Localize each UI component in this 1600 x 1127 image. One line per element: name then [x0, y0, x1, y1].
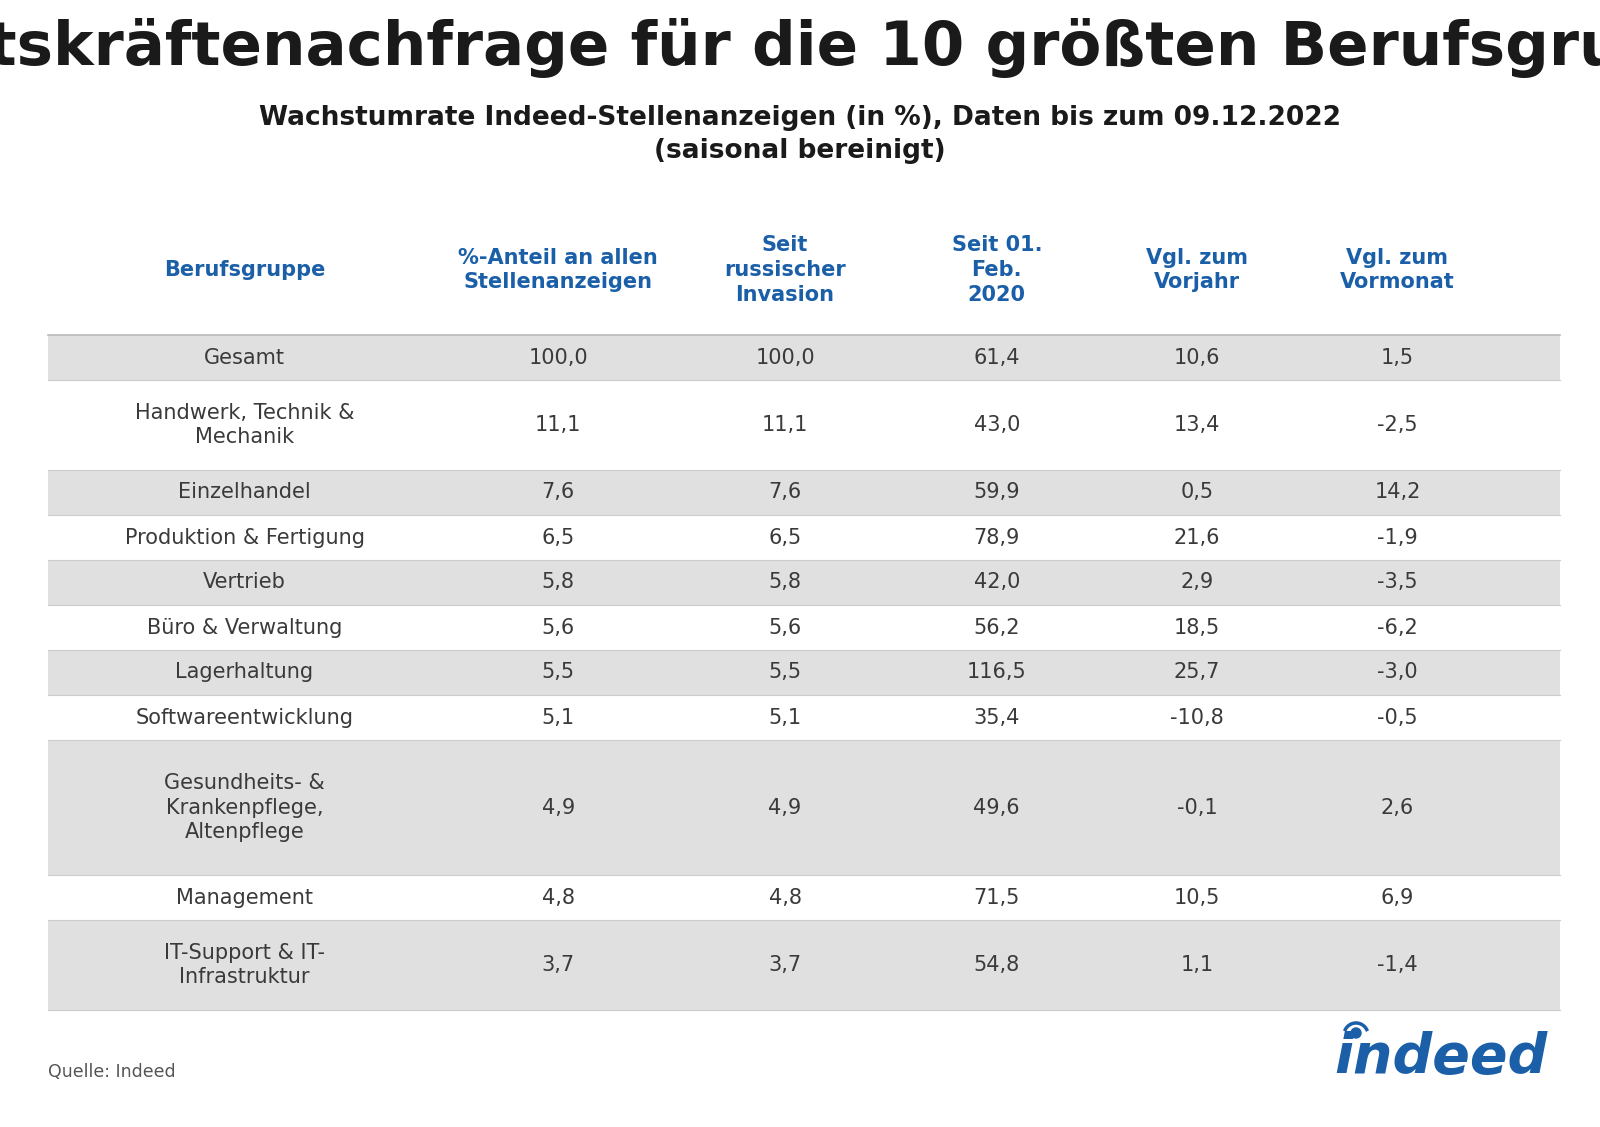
Text: Gesamt: Gesamt: [205, 347, 285, 367]
Text: 18,5: 18,5: [1174, 618, 1221, 638]
Text: 5,5: 5,5: [768, 663, 802, 683]
Text: Vgl. zum
Vorjahr: Vgl. zum Vorjahr: [1146, 248, 1248, 292]
Bar: [48, 470, 1560, 515]
Text: 5,6: 5,6: [768, 618, 802, 638]
Text: -3,5: -3,5: [1378, 573, 1418, 593]
Text: -2,5: -2,5: [1378, 415, 1418, 435]
Bar: [48, 650, 1560, 695]
Text: 71,5: 71,5: [973, 887, 1019, 907]
Text: 1,1: 1,1: [1181, 955, 1214, 975]
Text: Lagerhaltung: Lagerhaltung: [176, 663, 314, 683]
Text: Einzelhandel: Einzelhandel: [178, 482, 310, 503]
Text: 2,9: 2,9: [1181, 573, 1214, 593]
Text: 35,4: 35,4: [973, 708, 1019, 728]
Text: 1,5: 1,5: [1381, 347, 1414, 367]
Bar: [48, 560, 1560, 605]
Text: 4,9: 4,9: [542, 798, 574, 817]
Text: 5,6: 5,6: [542, 618, 574, 638]
Bar: [48, 695, 1560, 740]
Bar: [48, 875, 1560, 920]
Bar: [48, 335, 1560, 380]
Text: Vertrieb: Vertrieb: [203, 573, 286, 593]
Text: 43,0: 43,0: [973, 415, 1019, 435]
Text: 3,7: 3,7: [768, 955, 802, 975]
Bar: [48, 605, 1560, 650]
Text: 13,4: 13,4: [1174, 415, 1221, 435]
Text: 49,6: 49,6: [973, 798, 1021, 817]
Text: 6,9: 6,9: [1381, 887, 1414, 907]
Text: 10,6: 10,6: [1174, 347, 1221, 367]
Text: 61,4: 61,4: [973, 347, 1021, 367]
Text: Quelle: Indeed: Quelle: Indeed: [48, 1063, 176, 1081]
Text: 11,1: 11,1: [534, 415, 581, 435]
Circle shape: [1350, 1028, 1362, 1038]
Text: 54,8: 54,8: [974, 955, 1019, 975]
Text: 25,7: 25,7: [1174, 663, 1221, 683]
Text: -0,1: -0,1: [1178, 798, 1218, 817]
Text: 56,2: 56,2: [973, 618, 1021, 638]
Text: 5,1: 5,1: [768, 708, 802, 728]
Text: Softwareentwicklung: Softwareentwicklung: [136, 708, 354, 728]
Text: 0,5: 0,5: [1181, 482, 1214, 503]
Text: Vgl. zum
Vormonat: Vgl. zum Vormonat: [1341, 248, 1454, 292]
Text: 4,8: 4,8: [768, 887, 802, 907]
Text: Berufsgruppe: Berufsgruppe: [163, 260, 325, 279]
Text: indeed: indeed: [1334, 1031, 1549, 1085]
Text: 21,6: 21,6: [1174, 527, 1221, 548]
Text: 100,0: 100,0: [755, 347, 814, 367]
Text: Seit
russischer
Invasion: Seit russischer Invasion: [725, 236, 846, 304]
Text: Gesundheits- &
Krankenpflege,
Altenpflege: Gesundheits- & Krankenpflege, Altenpfleg…: [165, 773, 325, 842]
Bar: [48, 920, 1560, 1010]
Text: 7,6: 7,6: [542, 482, 574, 503]
Text: 6,5: 6,5: [542, 527, 574, 548]
Text: 5,1: 5,1: [542, 708, 574, 728]
Text: 2,6: 2,6: [1381, 798, 1414, 817]
Bar: [48, 380, 1560, 470]
Text: Arbeitskräftenachfrage für die 10 größten Berufsgruppen: Arbeitskräftenachfrage für die 10 größte…: [0, 18, 1600, 78]
Text: Büro & Verwaltung: Büro & Verwaltung: [147, 618, 342, 638]
Text: IT-Support & IT-
Infrastruktur: IT-Support & IT- Infrastruktur: [165, 942, 325, 987]
Text: Management: Management: [176, 887, 314, 907]
Text: -1,4: -1,4: [1378, 955, 1418, 975]
Text: 78,9: 78,9: [973, 527, 1019, 548]
Text: 10,5: 10,5: [1174, 887, 1221, 907]
Text: Seit 01.
Feb.
2020: Seit 01. Feb. 2020: [952, 236, 1042, 304]
Text: -3,0: -3,0: [1378, 663, 1418, 683]
Text: -6,2: -6,2: [1378, 618, 1418, 638]
Text: -10,8: -10,8: [1170, 708, 1224, 728]
Text: 5,8: 5,8: [768, 573, 802, 593]
Text: 5,8: 5,8: [542, 573, 574, 593]
Text: -0,5: -0,5: [1378, 708, 1418, 728]
Text: Produktion & Fertigung: Produktion & Fertigung: [125, 527, 365, 548]
Text: 100,0: 100,0: [528, 347, 589, 367]
Text: 7,6: 7,6: [768, 482, 802, 503]
Text: 116,5: 116,5: [966, 663, 1027, 683]
Bar: [48, 515, 1560, 560]
Text: 14,2: 14,2: [1374, 482, 1421, 503]
Bar: [48, 740, 1560, 875]
Text: Wachstumrate Indeed-Stellenanzeigen (in %), Daten bis zum 09.12.2022
(saisonal b: Wachstumrate Indeed-Stellenanzeigen (in …: [259, 105, 1341, 165]
Text: 4,9: 4,9: [768, 798, 802, 817]
Text: %-Anteil an allen
Stellenanzeigen: %-Anteil an allen Stellenanzeigen: [459, 248, 658, 292]
Text: 42,0: 42,0: [973, 573, 1019, 593]
Text: 3,7: 3,7: [542, 955, 574, 975]
Text: Handwerk, Technik &
Mechanik: Handwerk, Technik & Mechanik: [134, 402, 354, 447]
Text: 59,9: 59,9: [973, 482, 1021, 503]
Text: 4,8: 4,8: [542, 887, 574, 907]
Text: 11,1: 11,1: [762, 415, 808, 435]
Text: 5,5: 5,5: [542, 663, 574, 683]
Text: -1,9: -1,9: [1378, 527, 1418, 548]
Text: 6,5: 6,5: [768, 527, 802, 548]
